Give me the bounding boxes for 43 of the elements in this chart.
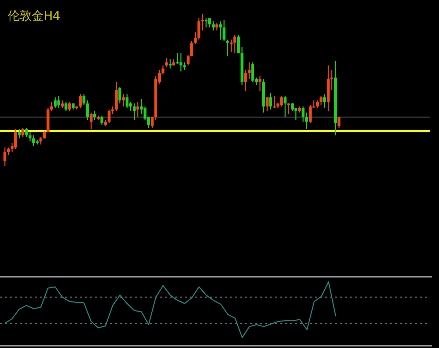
candlestick [68, 102, 72, 112]
candlestick [198, 18, 201, 40]
candlestick [32, 135, 36, 147]
candlestick [58, 96, 60, 109]
candlestick [108, 109, 111, 124]
candlestick [168, 59, 172, 70]
candlestick [327, 65, 330, 112]
candlestick [234, 34, 237, 54]
candlestick [144, 106, 147, 121]
candlestick [284, 96, 287, 118]
candlestick [100, 115, 104, 126]
candlestick [294, 108, 298, 121]
candlestick [230, 39, 233, 52]
candlestick [94, 110, 96, 121]
candlestick [22, 128, 25, 138]
candlestick [90, 112, 93, 130]
candlestick [226, 39, 230, 58]
candlestick [212, 21, 215, 32]
candlestick [180, 53, 183, 72]
candlestick [118, 86, 122, 104]
candlestick [18, 129, 21, 140]
candlestick [14, 129, 18, 150]
candlestick [176, 53, 180, 65]
candlestick [266, 97, 269, 112]
candlestick [204, 18, 208, 28]
candlestick [4, 147, 7, 166]
candlestick [64, 102, 68, 112]
candlestick [140, 98, 144, 115]
candlestick [270, 92, 272, 110]
candlestick [309, 104, 312, 124]
candlestick [273, 96, 276, 109]
candlestick [133, 103, 136, 121]
candlestick [237, 34, 240, 54]
candlestick [54, 97, 57, 109]
candlestick [115, 82, 118, 112]
candlestick [252, 62, 254, 83]
candlestick [288, 103, 290, 115]
candlestick [208, 18, 212, 28]
chart-title: 伦敦金H4 [8, 9, 61, 23]
candlestick [136, 102, 140, 118]
candlestick [50, 102, 54, 112]
candlestick [79, 94, 82, 109]
candlestick [323, 94, 326, 109]
